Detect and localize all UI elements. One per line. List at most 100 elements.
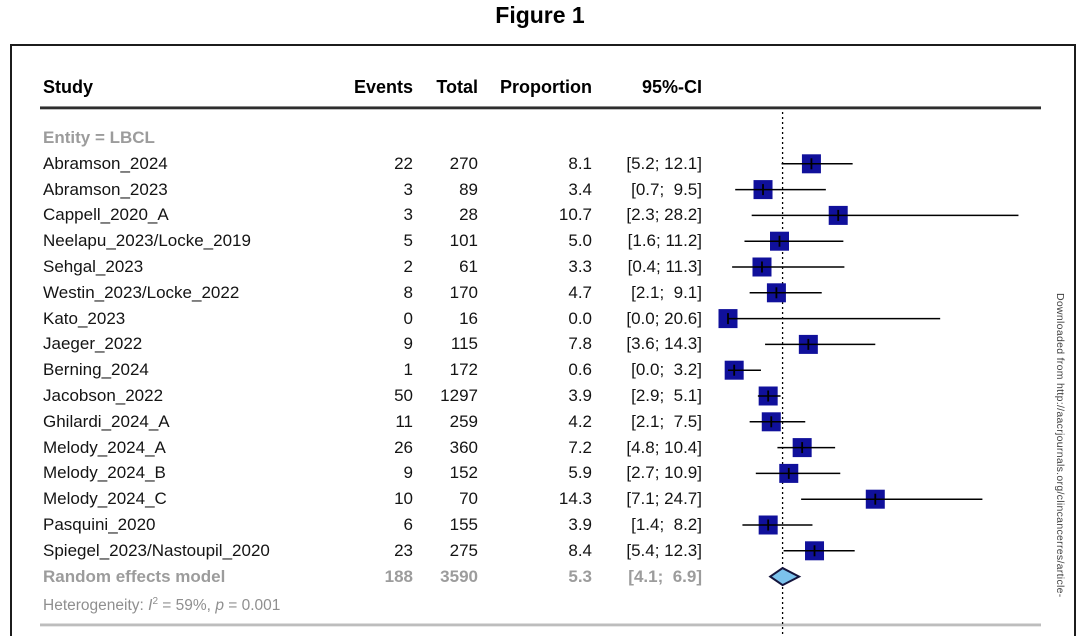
study-name: Pasquini_2020 [43,515,156,534]
study-name: Neelapu_2023/Locke_2019 [43,231,251,251]
study-proportion: 3.9 [568,515,592,534]
study-ci: [2.1; 7.5] [631,411,702,431]
study-proportion: 7.2 [568,437,592,457]
study-row: Jaeger_2022 9 115 7.8 [3.6; 14.3] [12,331,1074,357]
study-ci: [2.7; 10.9] [626,463,702,483]
study-name: Melody_2024_C [43,489,167,509]
study-total: 155 [449,515,478,534]
summary-proportion: 5.3 [568,566,592,586]
study-ci: [5.2; 12.1] [626,153,702,173]
het-p-value: = 0.001 [223,597,281,615]
study-total: 115 [450,334,478,354]
study-ci: [0.7; 9.5] [631,179,702,199]
study-proportion: 0.0 [568,308,592,328]
study-row: Melody_2024_B 9 152 5.9 [2.7; 10.9] [12,460,1074,486]
table-header: Study Events Total Proportion 95%-CI [12,74,1074,100]
bottom-rule [40,623,1041,627]
col-header-events: Events [353,77,413,97]
study-ci: [0.0; 20.6] [626,308,702,328]
study-total: 89 [459,179,478,199]
het-prefix: Heterogeneity: [43,597,149,615]
study-events: 9 [403,463,413,483]
study-name: Westin_2023/Locke_2022 [43,282,240,302]
study-total: 70 [459,489,478,509]
study-row: Sehgal_2023 2 61 3.3 [0.4; 11.3] [12,254,1074,280]
study-row: Spiegel_2023/Nastoupil_2020 23 275 8.4 [… [12,538,1074,564]
study-ci: [0.4; 11.3] [627,257,702,276]
study-row: Abramson_2024 22 270 8.1 [5.2; 12.1] [12,151,1074,177]
study-events: 23 [394,540,413,560]
figure-title: Figure 1 [495,2,585,28]
study-proportion: 3.9 [568,386,592,405]
study-ci: [2.3; 28.2] [626,205,702,225]
study-row: Melody_2024_C 10 70 14.3 [7.1; 24.7] [12,486,1074,512]
het-i-value: = 59%, [158,597,216,615]
het-i-exponent: 2 [152,596,158,608]
study-events: 2 [403,257,413,276]
study-events: 26 [394,437,413,457]
study-name: Kato_2023 [43,308,126,328]
study-ci: [3.6; 14.3] [626,334,702,354]
study-total: 270 [449,153,478,173]
study-name: Abramson_2024 [43,153,168,173]
study-name: Cappell_2020_A [43,205,169,225]
study-total: 172 [449,360,478,380]
study-name: Jaeger_2022 [43,334,143,354]
study-total: 61 [459,257,478,276]
study-proportion: 4.7 [568,282,592,302]
col-header-proportion: Proportion [500,77,592,97]
study-events: 8 [403,282,413,302]
study-proportion: 8.1 [568,153,592,173]
study-total: 259 [449,411,478,431]
study-events: 22 [394,153,413,173]
study-proportion: 4.2 [568,411,592,431]
study-name: Spiegel_2023/Nastoupil_2020 [43,540,270,560]
study-total: 101 [449,231,478,251]
watermark-sidebar-text: Downloaded from http://aacrjournals.org/… [1054,293,1066,598]
summary-ci: [4.1; 6.9] [628,566,702,586]
study-proportion: 3.4 [568,179,592,199]
study-row: Abramson_2023 3 89 3.4 [0.7; 9.5] [12,177,1074,203]
study-proportion: 5.0 [568,231,592,251]
study-name: Berning_2024 [43,360,149,380]
col-header-study: Study [43,77,94,97]
study-total: 170 [449,282,478,302]
col-header-ci: 95%-CI [641,77,702,97]
study-events: 5 [403,231,413,251]
study-ci: [4.8; 10.4] [626,437,702,457]
study-proportion: 0.6 [568,360,592,380]
study-events: 3 [403,205,413,225]
study-name: Jacobson_2022 [43,386,164,405]
summary-total: 3590 [440,566,478,586]
study-name: Sehgal_2023 [43,257,144,276]
study-proportion: 8.4 [568,540,592,560]
study-proportion: 3.3 [568,257,592,276]
study-events: 6 [403,515,413,534]
study-events: 50 [394,386,413,405]
study-proportion: 5.9 [568,463,592,483]
study-ci: [1.4; 8.2] [631,515,702,534]
het-p-symbol: p [215,597,224,615]
study-name: Ghilardi_2024_A [43,411,170,431]
study-events: 1 [403,360,413,380]
study-row: Jacobson_2022 50 1297 3.9 [2.9; 5.1] [12,383,1074,409]
study-proportion: 14.3 [558,489,592,509]
heterogeneity-text: Heterogeneity: I2 = 59%, p = 0.001 [43,589,280,619]
subgroup-row: Entity = LBCL [12,125,1074,151]
study-name: Melody_2024_B [43,463,166,483]
study-row: Ghilardi_2024_A 11 259 4.2 [2.1; 7.5] [12,409,1074,435]
col-header-total: Total [436,77,478,97]
study-events: 11 [395,411,413,431]
study-total: 152 [449,463,478,483]
study-total: 28 [459,205,478,225]
header-rule [40,106,1041,110]
summary-row: Random effects model 188 3590 5.3 [4.1; … [12,564,1074,590]
study-total: 16 [459,308,478,328]
study-events: 0 [403,308,413,328]
study-row: Cappell_2020_A 3 28 10.7 [2.3; 28.2] [12,202,1074,228]
forest-plot-panel: Study Events Total Proportion 95%-CI Ent… [10,44,1076,636]
summary-label: Random effects model [43,566,226,586]
study-ci: [5.4; 12.3] [626,540,702,560]
study-events: 9 [403,334,413,354]
het-i-symbol: I [148,597,153,615]
